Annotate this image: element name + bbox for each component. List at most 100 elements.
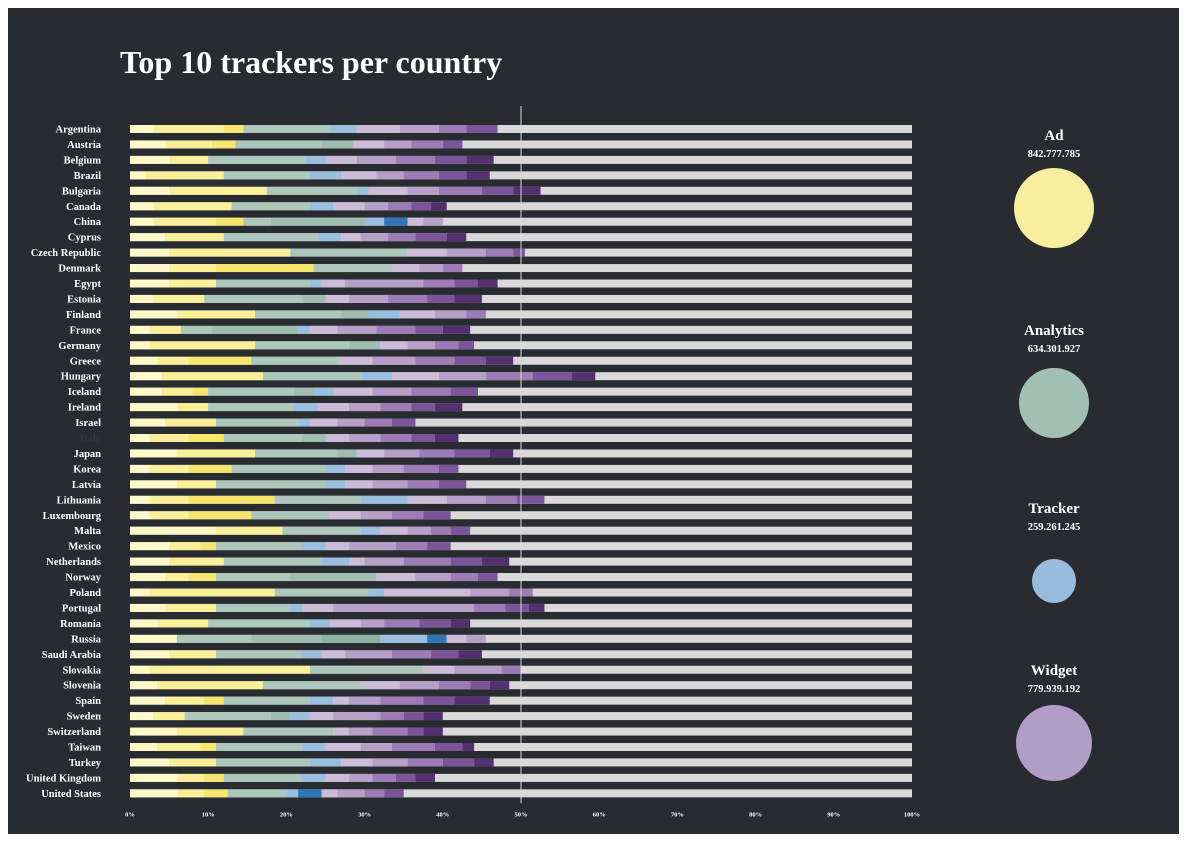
x-tick-label: 10%	[202, 811, 215, 818]
bar-segment-widget	[450, 557, 482, 566]
bar-segment-ad	[130, 233, 166, 242]
bar-segment-tracker	[321, 557, 349, 566]
bar-segment-tracker	[317, 233, 342, 242]
country-label-iceland: Iceland	[68, 387, 101, 398]
bar-segment-ad	[153, 712, 185, 721]
bar-segment-ad	[130, 681, 158, 690]
bar-segment-ad	[145, 171, 224, 180]
bar-segment-widget	[321, 650, 346, 659]
bar-segment-tracker	[298, 325, 310, 334]
bar-segment-widget	[450, 619, 471, 628]
bar-segment-widget	[384, 789, 404, 798]
bar-segment-widget	[571, 372, 596, 381]
bar-segment-widget	[372, 727, 408, 736]
bar-segment-widget	[485, 372, 533, 381]
bar-segment-widget	[348, 696, 381, 705]
bar-segment-widget	[348, 773, 373, 782]
bar-segment-widget	[399, 310, 435, 319]
bar-segment-widget	[442, 758, 475, 767]
bar-segment-widget	[513, 248, 525, 257]
bar-segment-analytics	[302, 434, 326, 442]
bar-segment-ad	[130, 665, 150, 674]
legend-name: Ad	[1044, 128, 1064, 144]
bar-segment-widget	[407, 526, 432, 535]
bar-segment-widget	[470, 588, 510, 597]
bar-segment-ad	[165, 696, 205, 705]
country-label-norway: Norway	[65, 573, 101, 584]
bar-segment-ad	[130, 712, 154, 721]
bar-segment-widget	[333, 696, 349, 705]
bar-segment-widget	[403, 557, 451, 566]
bar-segment-ad	[157, 619, 209, 628]
bar-segment-widget	[395, 155, 435, 164]
bar-segment-widget	[407, 758, 443, 767]
bar-segment-widget	[485, 356, 514, 365]
bar-segment-widget	[434, 341, 459, 350]
bar-segment-tracker	[384, 217, 408, 226]
bar-segment-widget	[423, 712, 443, 721]
bar-segment-ad	[204, 696, 224, 705]
bar-segment-tracker	[309, 758, 342, 767]
bar-segment-widget	[407, 480, 439, 489]
bar-segment-ad	[130, 573, 166, 582]
bar-segment-widget	[329, 511, 361, 520]
bar-segment-analytics	[216, 542, 303, 551]
bar-segment-tracker	[309, 619, 330, 628]
bar-segment-ad	[149, 341, 256, 350]
bar-segment-widget	[337, 789, 365, 798]
bar-segment-ad	[176, 480, 217, 489]
bar-segment-ad	[130, 619, 158, 628]
bar-segment-ad	[216, 264, 314, 273]
bar-segment-analytics	[348, 341, 381, 350]
bar-segment-tracker	[290, 712, 310, 721]
x-tick-label: 30%	[358, 811, 371, 818]
bar-segment-widget	[454, 356, 486, 365]
bar-segment-ad	[149, 434, 189, 442]
bar-segment-tracker	[298, 418, 310, 427]
bar-segment-widget	[438, 681, 471, 690]
bar-segment-widget	[423, 727, 443, 736]
bar-segment-widget	[333, 202, 365, 211]
bar-segment-widget	[372, 773, 396, 782]
bar-segment-ad	[204, 773, 224, 782]
bar-segment-ad	[176, 773, 205, 782]
bar-segment-widget	[372, 758, 408, 767]
bar-segment-ad	[149, 325, 181, 334]
bar-segment-widget	[352, 140, 385, 149]
bar-segment-tracker	[313, 387, 334, 396]
bar-segment-tracker	[309, 279, 322, 288]
country-label-czech-republic: Czech Republic	[31, 248, 102, 259]
bar-segment-widget	[384, 140, 412, 149]
bar-segment-widget	[513, 186, 541, 195]
country-label-united-states: United States	[41, 789, 101, 800]
bar-segment-widget	[360, 511, 392, 520]
country-label-romania: Romania	[60, 619, 102, 630]
bar-segment-ad	[188, 573, 217, 582]
bar-segment-ad	[188, 464, 232, 473]
bar-segment-analytics	[176, 634, 252, 643]
bar-segment-widget	[454, 294, 482, 303]
bar-segment-widget	[372, 387, 412, 396]
bar-segment-widget	[434, 434, 459, 442]
bar-segment-widget	[470, 681, 490, 690]
bar-segment-ad	[188, 495, 275, 504]
legend-circle-widget	[1015, 704, 1093, 782]
bar-segment-widget	[446, 634, 467, 643]
bar-segment-analytics	[184, 712, 271, 721]
bar-segment-widget	[391, 511, 424, 520]
bar-segment-tracker	[309, 171, 342, 180]
country-label-brazil: Brazil	[74, 171, 101, 182]
bar-segment-ad	[130, 372, 162, 381]
bar-segment-widget	[391, 743, 435, 751]
bar-segment-widget	[438, 372, 486, 381]
bar-segment-widget	[337, 325, 377, 334]
bar-segment-widget	[395, 542, 428, 551]
bar-segment-ad	[130, 403, 177, 412]
bar-segment-ad	[188, 434, 224, 442]
bar-segment-ad	[165, 603, 217, 612]
bar-segment-analytics	[223, 434, 303, 442]
bar-segment-widget	[442, 264, 463, 273]
bar-segment-widget	[391, 418, 416, 427]
bar-segment-widget	[423, 665, 455, 674]
bar-segment-widget	[423, 511, 451, 520]
